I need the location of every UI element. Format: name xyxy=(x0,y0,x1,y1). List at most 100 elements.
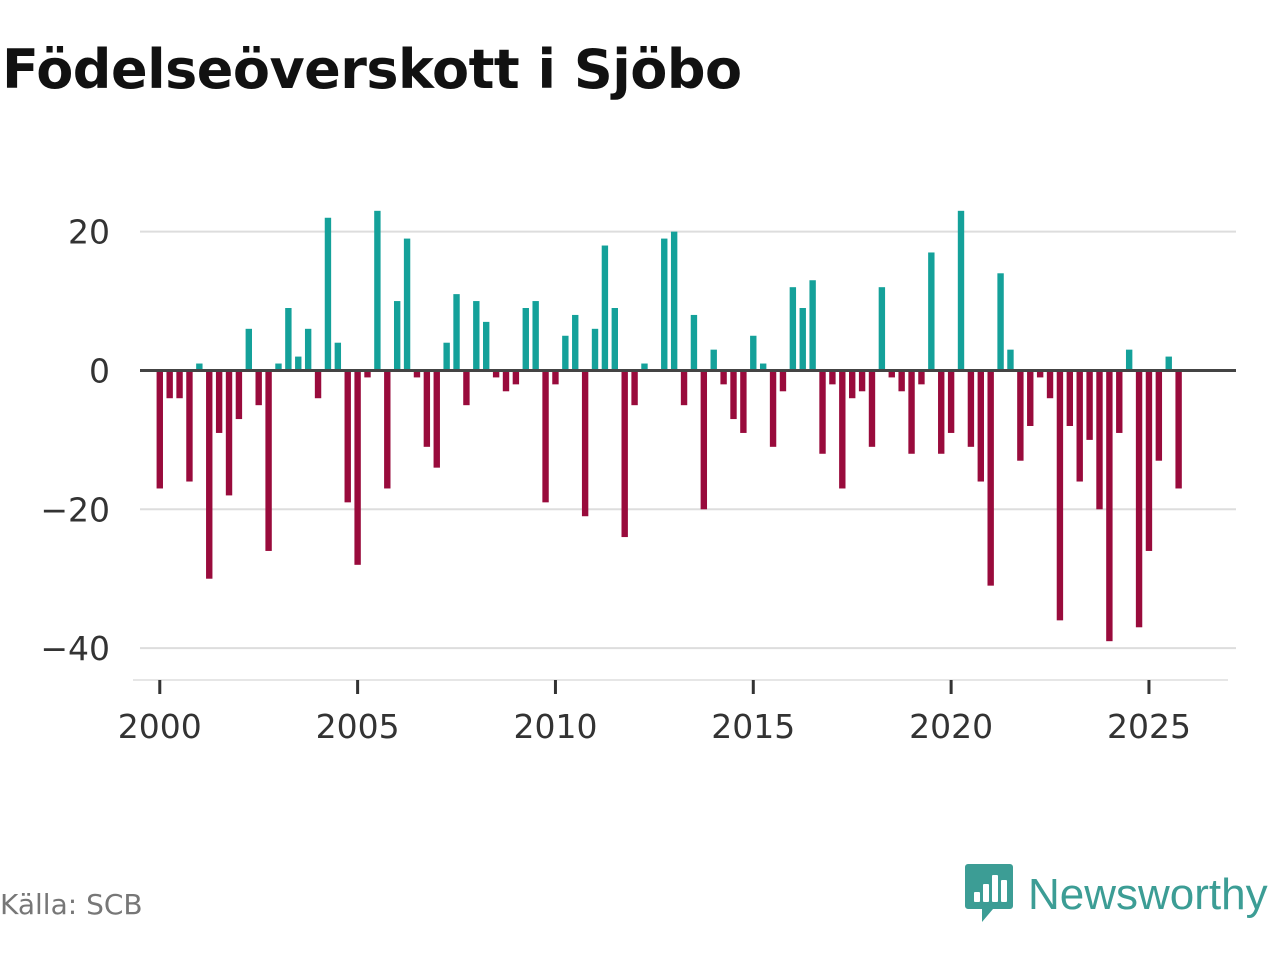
bar-negative xyxy=(1116,370,1123,433)
bar-negative xyxy=(700,370,708,510)
bar-negative xyxy=(938,370,945,454)
bar-negative xyxy=(364,370,371,378)
bar-negative xyxy=(1056,370,1064,621)
bar-positive xyxy=(304,328,312,371)
bar-negative xyxy=(1135,370,1143,628)
bar-negative xyxy=(433,370,440,468)
bar-positive xyxy=(928,252,935,371)
bar-negative xyxy=(740,370,747,433)
bar-negative xyxy=(858,370,866,392)
bar-positive xyxy=(403,238,411,371)
y-tick-label: −40 xyxy=(40,629,110,668)
bar-negative xyxy=(166,370,173,399)
bar-negative xyxy=(1066,370,1074,426)
bar-negative xyxy=(235,370,243,420)
bar-negative xyxy=(987,370,994,586)
bar-negative xyxy=(314,370,322,399)
bar-positive xyxy=(295,356,302,371)
bar-negative xyxy=(206,370,213,579)
bar-negative xyxy=(819,370,826,454)
bar-negative xyxy=(344,370,351,503)
bar-negative xyxy=(888,370,895,378)
bar-positive xyxy=(670,231,678,371)
bar-negative xyxy=(730,370,737,420)
bar-positive xyxy=(641,363,648,371)
bar-negative xyxy=(1096,370,1103,510)
bar-positive xyxy=(522,308,529,371)
bar-positive xyxy=(245,328,252,371)
bar-negative xyxy=(423,370,431,447)
bar-negative xyxy=(1017,370,1024,461)
brand-name: Newsworthy xyxy=(1028,870,1268,919)
bar-negative xyxy=(413,370,421,378)
bar-positive xyxy=(443,342,450,371)
chart-title: Födelseöverskott i Sjöbo xyxy=(2,38,742,101)
bar-positive xyxy=(878,287,886,371)
bar-positive xyxy=(710,349,717,371)
bar-negative xyxy=(967,370,975,447)
bar-positive xyxy=(661,238,668,371)
bar-negative xyxy=(829,370,836,385)
x-tick-label: 2010 xyxy=(513,707,597,746)
bar-positive xyxy=(532,301,539,371)
bar-positive xyxy=(453,294,460,371)
bar-positive xyxy=(374,210,381,371)
bar-negative xyxy=(1155,370,1163,461)
bar-positive xyxy=(483,321,490,371)
brand-logo[interactable]: Newsworthy xyxy=(964,864,1268,926)
bar-positive xyxy=(789,287,797,371)
bar-negative xyxy=(581,370,589,517)
bar-negative xyxy=(908,370,915,454)
bar-negative xyxy=(918,370,925,385)
bar-positive xyxy=(1007,349,1014,371)
bar-positive xyxy=(799,308,806,371)
bar-positive xyxy=(957,210,965,371)
x-tick-label: 2015 xyxy=(711,707,795,746)
bar-negative xyxy=(868,370,876,447)
bar-positive xyxy=(393,301,401,371)
y-tick-label: 20 xyxy=(68,213,110,252)
bar-positive xyxy=(1125,349,1133,371)
bar-negative xyxy=(1046,370,1054,399)
x-tick-label: 2005 xyxy=(316,707,400,746)
y-tick-label: 0 xyxy=(89,351,110,390)
bar-negative xyxy=(779,370,787,392)
bar-positive xyxy=(334,342,342,371)
bar-negative xyxy=(1106,370,1113,642)
bar-negative xyxy=(839,370,846,489)
bar-negative xyxy=(769,370,777,447)
grid-lines xyxy=(140,230,1236,650)
newsworthy-logo-icon xyxy=(964,862,1014,928)
bar-positive xyxy=(473,301,480,371)
bar-negative xyxy=(977,370,984,482)
bar-positive xyxy=(750,335,757,371)
bars xyxy=(156,210,1182,642)
bar-negative xyxy=(265,370,272,551)
bar-positive xyxy=(591,328,599,371)
x-tick-label: 2020 xyxy=(909,707,993,746)
bar-negative xyxy=(1036,370,1044,378)
bar-negative xyxy=(176,370,183,399)
bar-positive xyxy=(1165,356,1172,371)
bar-positive xyxy=(285,308,292,371)
bar-negative xyxy=(255,370,262,406)
bar-negative xyxy=(542,370,549,503)
bar-negative xyxy=(492,370,500,378)
bar-positive xyxy=(324,217,332,371)
bar-negative xyxy=(1086,370,1093,440)
bar-negative xyxy=(156,370,163,489)
bar-negative xyxy=(621,370,628,538)
bar-positive xyxy=(759,363,767,371)
bar-negative xyxy=(512,370,520,385)
bar-positive xyxy=(601,245,609,371)
bar-negative xyxy=(720,370,727,385)
bar-negative xyxy=(947,370,955,433)
bar-positive xyxy=(275,363,282,371)
bar-positive xyxy=(611,308,618,371)
bar-positive xyxy=(562,335,569,371)
bar-negative xyxy=(225,370,233,496)
bar-negative xyxy=(215,370,223,433)
bar-positive xyxy=(572,314,579,371)
bar-positive xyxy=(196,363,203,371)
